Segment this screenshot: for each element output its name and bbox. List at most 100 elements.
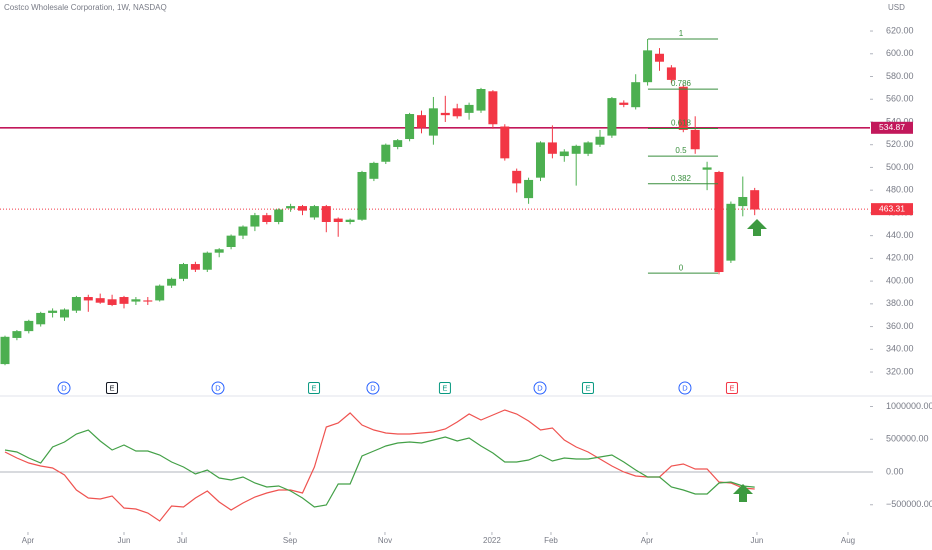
fib-label: 0.382: [671, 174, 692, 183]
candle-body: [178, 264, 188, 279]
y-tick-label: 0.00: [886, 466, 904, 476]
y-tick-label: −500000.00: [886, 499, 932, 509]
candle-body: [571, 145, 581, 154]
price-label: 463.31: [879, 203, 905, 213]
event-label: D: [370, 383, 376, 392]
candle-body: [714, 171, 724, 273]
arrow-icon: [747, 219, 767, 236]
candle-body: [321, 206, 331, 222]
y-tick-label: 380.00: [886, 298, 914, 308]
price-label-box: [871, 203, 913, 216]
y-tick-label: 1000000.00: [886, 401, 932, 411]
candle-body: [143, 300, 153, 302]
y-tick-label: 500.00: [886, 162, 914, 172]
y-tick-label: 360.00: [886, 321, 914, 331]
candle-body: [309, 206, 319, 218]
event-label: E: [312, 383, 317, 392]
indicator-line: [4, 429, 755, 508]
candle-body: [405, 114, 415, 140]
candle-body: [214, 249, 224, 253]
candle-body: [202, 252, 212, 270]
y-tick-label: 400.00: [886, 275, 914, 285]
x-tick-label: Jun: [118, 536, 131, 545]
event-label: D: [61, 383, 67, 392]
candle-body: [393, 140, 403, 147]
candle-body: [643, 50, 653, 83]
event-marker: [438, 382, 451, 394]
candle-body: [678, 86, 688, 130]
candle-body: [238, 226, 248, 236]
candle-body: [666, 67, 676, 80]
event-label: E: [729, 383, 734, 392]
candle-body: [512, 170, 522, 184]
candle-body: [583, 142, 593, 154]
x-tick-label: Nov: [378, 536, 392, 545]
y-tick-label: 440.00: [886, 230, 914, 240]
candle-body: [690, 129, 700, 150]
candle-body: [464, 104, 474, 113]
y-tick-label: 480.00: [886, 185, 914, 195]
candle-body: [535, 142, 545, 178]
candle-body: [440, 112, 450, 116]
candle-body: [297, 206, 307, 211]
candle-body: [750, 190, 760, 210]
event-marker: [105, 382, 118, 394]
candle-body: [416, 115, 426, 128]
y-tick-label: 500000.00: [886, 434, 929, 444]
candle-body: [95, 298, 105, 303]
chart-title: Costco Wholesale Corporation, 1W, NASDAQ: [4, 3, 167, 12]
event-label: E: [442, 383, 447, 392]
price-label-box: [871, 121, 913, 134]
candle-body: [381, 144, 391, 162]
x-tick-label: Aug: [841, 536, 855, 545]
candle-body: [131, 299, 141, 302]
price-label: 534.87: [879, 122, 905, 132]
candle-body: [559, 151, 569, 157]
candle-body: [369, 162, 379, 179]
event-label: E: [585, 383, 590, 392]
candle-body: [36, 312, 46, 325]
event-label: D: [215, 383, 221, 392]
candle-body: [155, 285, 165, 301]
y-tick-label: 520.00: [886, 139, 914, 149]
y-tick-label: 320.00: [886, 366, 914, 376]
x-tick-label: Jun: [750, 536, 763, 545]
candle-body: [59, 309, 69, 318]
candle-body: [24, 320, 34, 332]
candle-body: [738, 196, 748, 207]
candle-body: [286, 206, 296, 209]
y-tick-label: 600.00: [886, 48, 914, 58]
indicator-line: [4, 409, 755, 522]
y-tick-label: 420.00: [886, 253, 914, 263]
fib-label: 0: [679, 263, 684, 272]
candle-body: [71, 297, 81, 311]
y-tick-label: 560.00: [886, 94, 914, 104]
plot: 320.00 340.00 360.00 380.00 400.00 420.00 440.…: [0, 25, 932, 545]
fib-label: 0.786: [671, 79, 692, 88]
candle-body: [654, 53, 664, 62]
candle-body: [547, 142, 557, 154]
y-tick-label: 340.00: [886, 344, 914, 354]
x-tick-label: Feb: [544, 536, 558, 545]
candle-body: [607, 98, 617, 136]
currency-label: USD: [888, 3, 905, 12]
candle-body: [357, 171, 367, 220]
candle-body: [452, 108, 462, 117]
fib-label: 0.5: [675, 146, 687, 155]
event-label: E: [109, 383, 114, 392]
event-marker: [725, 382, 738, 394]
event-marker: [211, 381, 225, 395]
x-tick-label: Jul: [177, 536, 187, 545]
x-tick-label: Sep: [283, 536, 298, 545]
candle-body: [274, 209, 284, 222]
candle-body: [476, 89, 486, 111]
y-tick-label: 580.00: [886, 71, 914, 81]
candle-body: [48, 310, 58, 313]
candle-body: [0, 336, 10, 365]
candle-body: [12, 331, 22, 338]
candle-body: [167, 278, 177, 286]
y-tick-label: 540.00: [886, 116, 914, 126]
event-label: D: [537, 383, 543, 392]
